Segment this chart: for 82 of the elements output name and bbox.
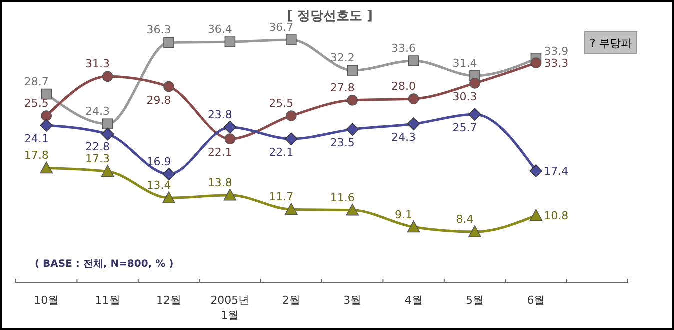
- data-label: 32.2: [330, 52, 355, 65]
- text: ( BASE : 전체, N=800, % ): [35, 259, 174, 270]
- data-label: 25.5: [269, 96, 294, 110]
- x-tick-label: 5월: [466, 294, 484, 307]
- point: [285, 132, 298, 146]
- point: [286, 110, 297, 122]
- point: [41, 110, 52, 122]
- point: [101, 128, 114, 141]
- point: [407, 118, 420, 131]
- data-label: 28.7: [24, 75, 49, 88]
- data-label: 11.7: [269, 190, 294, 204]
- point: [41, 88, 52, 100]
- data-label: 17.3: [86, 152, 110, 166]
- data-label: 33.9: [544, 45, 569, 58]
- point: [530, 164, 543, 178]
- point: [40, 119, 53, 132]
- point: [346, 123, 359, 136]
- data-label: 13.8: [208, 176, 232, 190]
- data-label: 22.1: [269, 146, 294, 160]
- point: [224, 134, 236, 144]
- data-label: 13.4: [146, 179, 172, 192]
- data-label: 10.8: [544, 210, 569, 223]
- x-tick-label: 3월: [344, 294, 362, 307]
- data-label: 23.5: [330, 136, 355, 150]
- point: [468, 226, 482, 238]
- data-label: 27.8: [330, 81, 355, 94]
- x-tick-label: 2월: [282, 294, 300, 307]
- data-label: 17.8: [24, 149, 49, 162]
- point: [162, 168, 176, 181]
- data-label: 11.6: [330, 191, 355, 204]
- point: [286, 34, 297, 46]
- x-tick-label: 10월: [34, 294, 60, 307]
- data-label: 25.5: [24, 96, 49, 110]
- point: [347, 65, 358, 76]
- data-label: 29.8: [146, 94, 172, 107]
- data-label: 36.4: [208, 23, 232, 36]
- point: [101, 165, 114, 178]
- data-label: 25.7: [452, 122, 478, 135]
- data-label: 30.3: [452, 90, 478, 104]
- text: ? 부당파: [590, 37, 632, 50]
- point: [408, 56, 420, 66]
- data-label: 16.9: [146, 155, 172, 168]
- x-tick-label: 12월: [156, 294, 182, 307]
- x-tick-label: 6월: [527, 294, 546, 307]
- data-label: 24.3: [392, 131, 416, 144]
- data-label: 28.0: [392, 80, 416, 94]
- point: [530, 209, 543, 222]
- point: [224, 188, 237, 201]
- point: [468, 108, 482, 122]
- data-label: 23.8: [208, 108, 232, 122]
- point: [407, 220, 420, 233]
- data-label: 33.3: [544, 57, 569, 70]
- point: [347, 94, 358, 106]
- data-label: 22.8: [86, 140, 110, 154]
- point: [408, 94, 420, 104]
- data-label: 36.7: [269, 21, 294, 34]
- data-label: 33.6: [392, 42, 416, 56]
- data-label: 9.1: [395, 208, 413, 222]
- point: [224, 36, 236, 48]
- point: [164, 37, 174, 48]
- data-label: 24.1: [24, 132, 49, 146]
- data-label: 31.4: [452, 56, 478, 70]
- point: [470, 78, 480, 89]
- data-label: 8.4: [456, 213, 474, 226]
- data-label: 22.1: [208, 146, 232, 160]
- point: [224, 121, 237, 134]
- point: [346, 204, 359, 216]
- data-label: 31.3: [86, 58, 110, 71]
- data-label: 24.3: [86, 105, 110, 118]
- point: [102, 118, 114, 130]
- point: [162, 192, 176, 204]
- x-tick-label: 11월: [95, 294, 120, 307]
- point: [102, 71, 114, 82]
- point: [530, 58, 542, 68]
- chart-title: [ 정당선호도 ]: [287, 9, 373, 24]
- point: [164, 81, 174, 92]
- point: [40, 162, 53, 174]
- data-label: 17.4: [544, 164, 569, 178]
- x-tick-label: 4월: [404, 294, 423, 307]
- x-tick-label: 2005년 1월: [210, 294, 250, 322]
- data-label: 36.3: [146, 24, 172, 37]
- point: [285, 203, 298, 216]
